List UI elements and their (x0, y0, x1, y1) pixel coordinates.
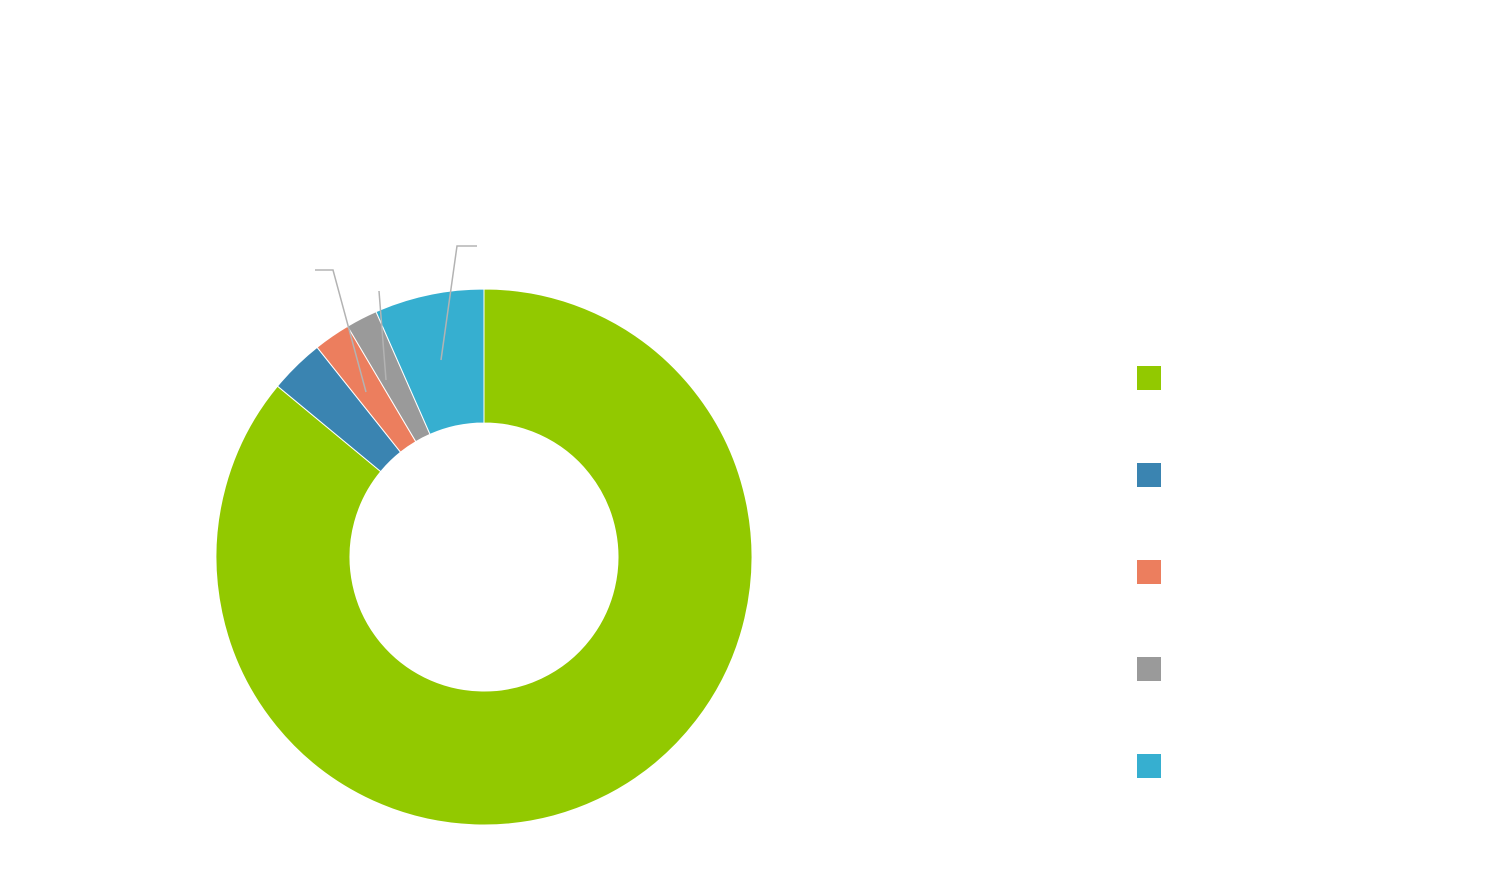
donut-slice-5 (375, 288, 485, 436)
legend-item-1 (1137, 366, 1171, 390)
leader-line-2 (378, 290, 387, 381)
legend-swatch (1137, 657, 1161, 681)
legend-item-3 (1137, 560, 1171, 584)
donut-slice-2 (276, 346, 402, 473)
leader-line-1 (315, 269, 367, 393)
legend-swatch (1137, 560, 1161, 584)
leader-line-3 (440, 245, 477, 361)
donut-slice-3 (316, 325, 417, 453)
slices-group (215, 288, 753, 826)
legend-item-4 (1137, 657, 1171, 681)
donut-slice-4 (346, 311, 431, 443)
legend-swatch (1137, 754, 1161, 778)
legend-swatch (1137, 366, 1161, 390)
legend-item-5 (1137, 754, 1171, 778)
leader-lines-group (315, 245, 477, 393)
legend-swatch (1137, 463, 1161, 487)
legend (1137, 366, 1171, 851)
donut-slice-1 (215, 288, 753, 826)
legend-item-2 (1137, 463, 1171, 487)
